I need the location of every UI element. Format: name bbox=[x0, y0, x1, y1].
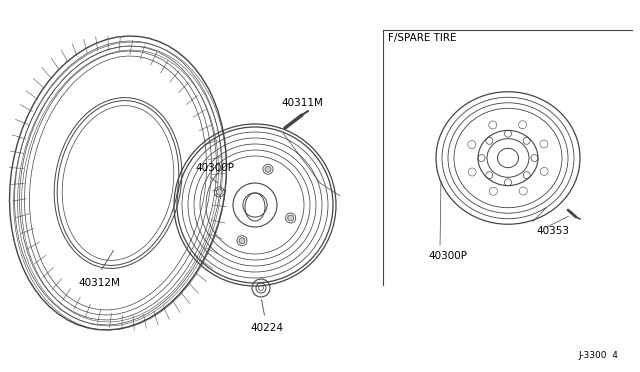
Text: 40311M: 40311M bbox=[281, 98, 323, 108]
Text: J-3300  4: J-3300 4 bbox=[578, 351, 618, 360]
Text: F/SPARE TIRE: F/SPARE TIRE bbox=[388, 33, 456, 43]
Text: 40312M: 40312M bbox=[78, 278, 120, 288]
Text: 40300P: 40300P bbox=[195, 163, 234, 173]
Ellipse shape bbox=[288, 215, 294, 221]
Text: 40224: 40224 bbox=[250, 323, 283, 333]
Ellipse shape bbox=[239, 238, 245, 244]
Text: 40300P: 40300P bbox=[428, 251, 467, 261]
Ellipse shape bbox=[265, 166, 271, 172]
Text: 40353: 40353 bbox=[536, 226, 569, 236]
Ellipse shape bbox=[216, 189, 222, 195]
